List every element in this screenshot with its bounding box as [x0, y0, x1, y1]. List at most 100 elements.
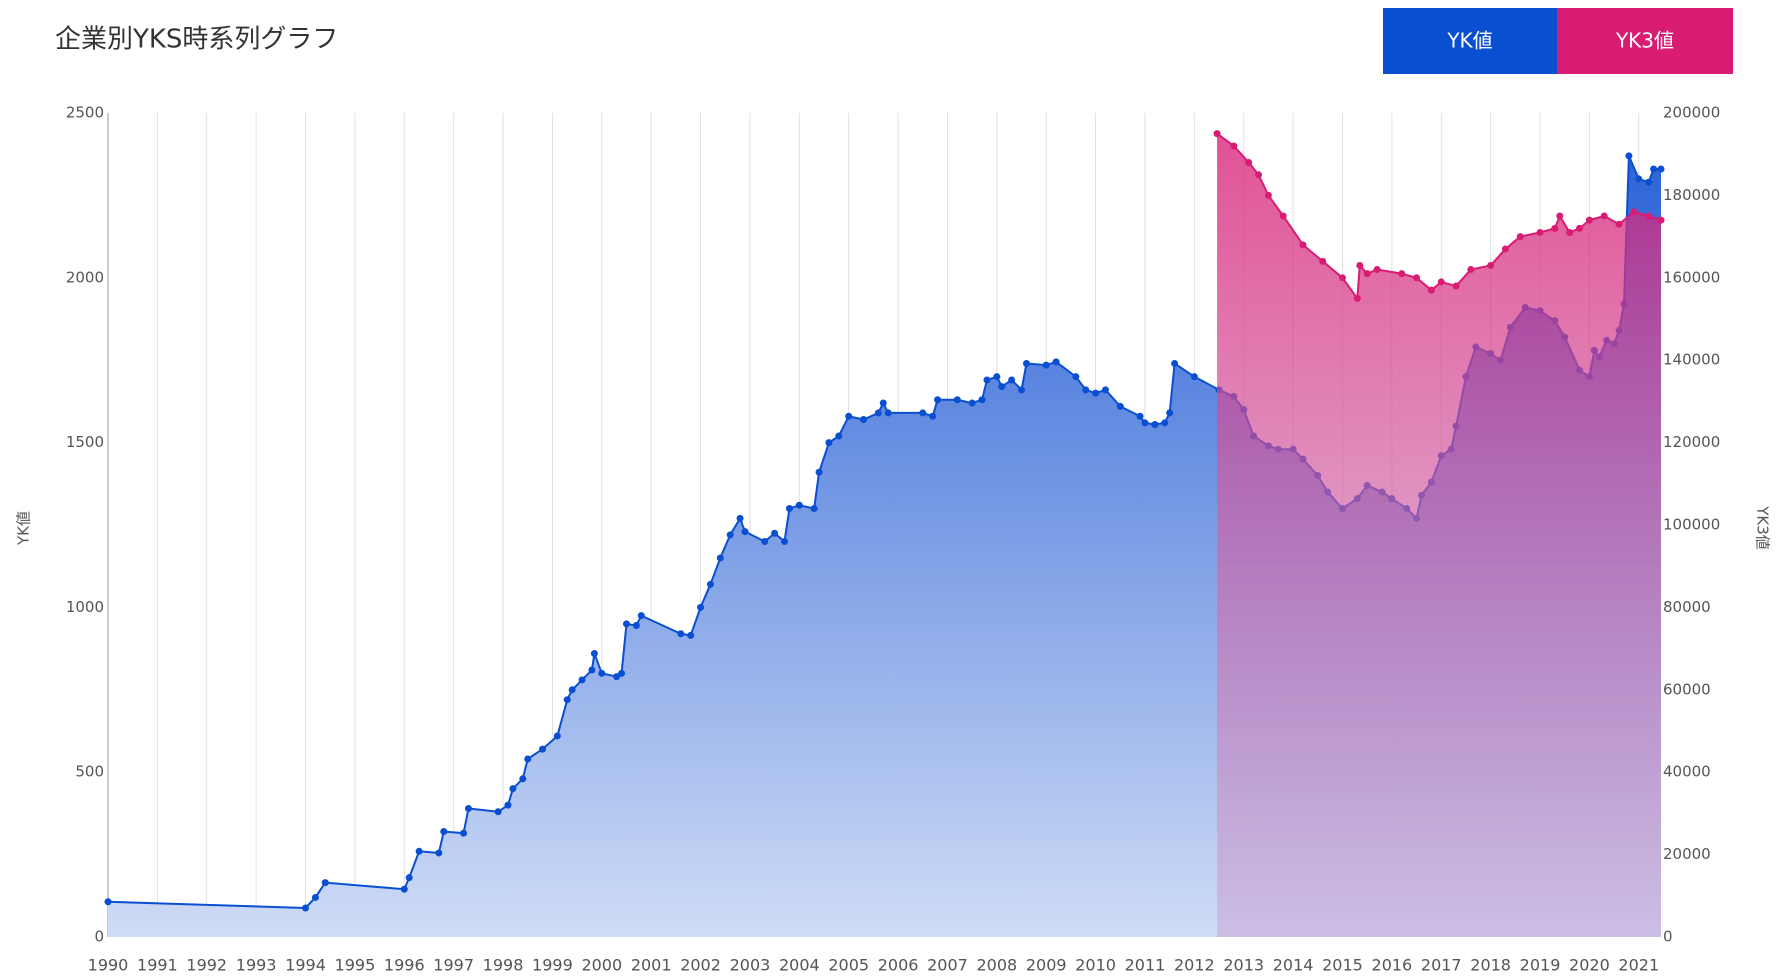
point: [632, 622, 640, 630]
point: [929, 412, 937, 420]
y2-tick-label: 120000: [1663, 433, 1720, 451]
point: [1264, 191, 1272, 199]
y-tick-label: 2000: [66, 268, 104, 286]
point: [618, 669, 626, 677]
point: [1625, 152, 1633, 160]
point: [771, 529, 779, 537]
x-tick-label: 2003: [730, 956, 771, 975]
point: [539, 745, 547, 753]
point: [677, 630, 685, 638]
x-tick-label: 2016: [1372, 956, 1413, 975]
x-tick-label: 1992: [186, 956, 227, 975]
y-tick-label: 1000: [66, 598, 104, 616]
x-tick-label: 2013: [1223, 956, 1264, 975]
point: [978, 396, 986, 404]
point: [1452, 282, 1460, 290]
x-tick-label: 2021: [1618, 956, 1659, 975]
y2-tick-label: 200000: [1663, 104, 1720, 122]
point: [1487, 261, 1495, 269]
point: [1576, 224, 1584, 232]
point: [637, 612, 645, 620]
point: [494, 808, 502, 816]
point: [934, 396, 942, 404]
point: [1171, 359, 1179, 367]
legend-swatch: [1383, 8, 1557, 74]
legend-item[interactable]: YK3値: [1557, 8, 1733, 74]
x-tick-label: 2019: [1520, 956, 1561, 975]
y2-tick-label: 20000: [1663, 845, 1711, 863]
point: [741, 528, 749, 536]
x-tick-label: 2001: [631, 956, 672, 975]
y-tick-label: 1500: [66, 433, 104, 451]
point: [1615, 220, 1623, 228]
point: [1437, 278, 1445, 286]
point: [415, 847, 423, 855]
point: [598, 669, 606, 677]
point: [706, 580, 714, 588]
point: [795, 501, 803, 509]
point: [460, 829, 468, 837]
point: [998, 383, 1006, 391]
point: [1413, 274, 1421, 282]
point: [726, 531, 734, 539]
point: [405, 874, 413, 882]
x-tick-label: 2002: [680, 956, 721, 975]
point: [464, 804, 472, 812]
point: [919, 409, 927, 417]
point: [1338, 274, 1346, 282]
point: [321, 879, 329, 887]
point: [568, 686, 576, 694]
x-tick-label: 2014: [1273, 956, 1314, 975]
y-tick-label: 0: [94, 928, 104, 946]
point: [1551, 224, 1559, 232]
point: [1042, 361, 1050, 369]
point: [1230, 142, 1238, 150]
x-tick-label: 1995: [335, 956, 376, 975]
point: [1082, 386, 1090, 394]
point: [1213, 130, 1221, 138]
x-tick-label: 2012: [1174, 956, 1215, 975]
point: [504, 801, 512, 809]
point: [590, 650, 598, 658]
point: [825, 439, 833, 447]
point: [879, 399, 887, 407]
point: [1161, 419, 1169, 427]
y2-tick-label: 140000: [1663, 351, 1720, 369]
point: [697, 603, 705, 611]
point: [1008, 376, 1016, 384]
point: [1018, 386, 1026, 394]
point: [1190, 373, 1198, 381]
point: [1116, 402, 1124, 410]
point: [1585, 216, 1593, 224]
point: [845, 412, 853, 420]
y2-axis-title: YK3値: [1754, 505, 1772, 550]
point: [1600, 212, 1608, 220]
point: [440, 828, 448, 836]
point: [968, 399, 976, 407]
point: [860, 416, 868, 424]
point: [874, 409, 882, 417]
point: [1279, 212, 1287, 220]
y2-tick-label: 80000: [1663, 598, 1711, 616]
y-tick-label: 500: [75, 763, 104, 781]
point: [761, 537, 769, 545]
point: [993, 373, 1001, 381]
point: [1516, 233, 1524, 241]
point: [104, 898, 112, 906]
point: [563, 696, 571, 704]
x-tick-label: 2004: [779, 956, 820, 975]
point: [884, 409, 892, 417]
point: [1556, 212, 1564, 220]
y-tick-label: 2500: [66, 104, 104, 122]
x-tick-label: 2008: [976, 956, 1017, 975]
point: [1657, 216, 1665, 224]
point: [1101, 386, 1109, 394]
point: [1467, 266, 1475, 274]
point: [578, 676, 586, 684]
x-tick-label: 1998: [483, 956, 524, 975]
point: [1141, 419, 1149, 427]
point: [835, 432, 843, 440]
x-tick-label: 2010: [1075, 956, 1116, 975]
legend-item[interactable]: YK値: [1383, 8, 1557, 74]
point: [781, 537, 789, 545]
